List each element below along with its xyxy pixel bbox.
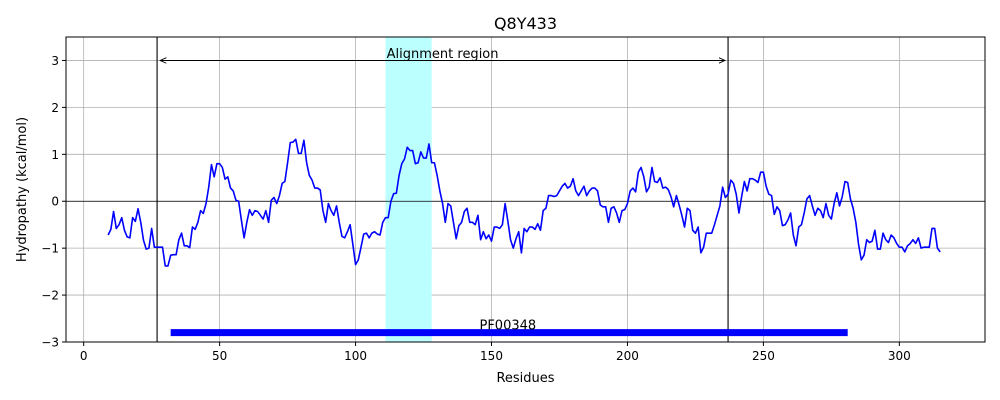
plot-frame — [65, 36, 986, 343]
highlight-region — [385, 37, 432, 342]
hydropathy-series-line — [107, 138, 941, 267]
reference-lines — [66, 37, 985, 342]
x-tick-label: 200 — [616, 349, 639, 363]
domain-bar — [170, 329, 848, 337]
y-tick-label: −2 — [41, 289, 59, 303]
y-tick-label: 1 — [51, 148, 59, 162]
x-tick-label: 100 — [344, 349, 367, 363]
y-tick-label: 0 — [51, 195, 59, 209]
x-tick-label: 150 — [480, 349, 503, 363]
x-axis-label: Residues — [496, 371, 554, 386]
y-tick-label: −3 — [41, 336, 59, 350]
x-axis-ticks: 0 50 100 150 200 250 300 — [80, 342, 911, 363]
y-axis-label: Hydropathy (kcal/mol) — [15, 117, 30, 262]
x-tick-label: 300 — [888, 349, 911, 363]
chart-title: Q8Y433 — [494, 14, 557, 33]
alignment-region-label: Alignment region — [387, 47, 499, 62]
domain-label: PF00348 — [479, 318, 536, 333]
grid-lines — [66, 37, 985, 343]
y-tick-label: 2 — [51, 101, 59, 115]
y-axis-ticks: −3 −2 −1 0 1 2 3 — [41, 54, 66, 350]
y-tick-label: −1 — [41, 242, 59, 256]
x-tick-label: 250 — [752, 349, 775, 363]
x-tick-label: 50 — [212, 349, 227, 363]
x-tick-label: 0 — [80, 349, 88, 363]
y-tick-label: 3 — [51, 54, 59, 68]
